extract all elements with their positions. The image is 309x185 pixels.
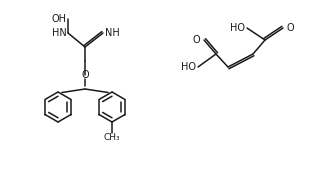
Text: CH₃: CH₃ [104, 134, 120, 142]
Text: HO: HO [230, 23, 245, 33]
Text: O: O [287, 23, 294, 33]
Text: NH: NH [105, 28, 120, 38]
Text: O: O [193, 35, 200, 45]
Text: HN: HN [52, 28, 67, 38]
Text: O: O [81, 70, 89, 80]
Text: HO: HO [181, 62, 196, 72]
Text: OH: OH [52, 14, 67, 24]
